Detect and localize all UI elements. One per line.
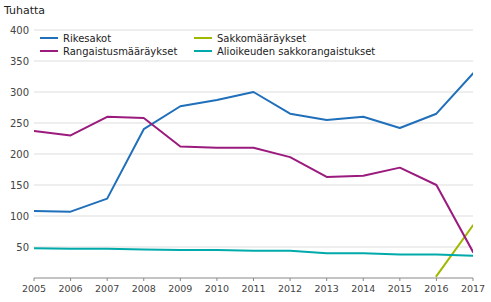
grid	[34, 30, 473, 247]
x-tick	[399, 278, 400, 281]
y-ticks: 50 100 150 200 250 300 350 400	[10, 25, 29, 253]
x-tick	[216, 278, 217, 281]
x-tick-label: 2009	[168, 283, 192, 294]
x-tick	[253, 278, 254, 281]
x-tick	[143, 278, 144, 281]
x-tick-label: 2015	[388, 283, 412, 294]
legend-swatch	[40, 50, 58, 52]
x-tick-label: 2007	[95, 283, 119, 294]
x-tick	[107, 278, 108, 281]
grid-line	[34, 123, 473, 124]
legend: Rikesakot Sakkomääräykset Rangaistusmääräy…	[40, 33, 375, 57]
series-line	[34, 73, 473, 211]
legend-label: Rangaistusmääräykset	[63, 46, 177, 57]
x-tick-label: 2017	[461, 283, 485, 294]
y-tick-label: 200	[10, 149, 29, 160]
grid-line	[34, 30, 473, 31]
y-tick-label: 400	[10, 25, 29, 36]
lines	[34, 73, 473, 276]
series-line	[34, 248, 473, 255]
series-line	[34, 117, 473, 252]
y-tick-label: 150	[10, 180, 29, 191]
x-tick-label: 2013	[315, 283, 339, 294]
series-line	[436, 225, 473, 276]
legend-label: Sakkomääräykset	[217, 33, 306, 44]
grid-line	[34, 61, 473, 62]
y-tick-label: 100	[10, 211, 29, 222]
x-tick-label: 2006	[58, 283, 82, 294]
x-tick	[34, 278, 35, 281]
grid-line	[34, 154, 473, 155]
legend-label: Rikesakot	[63, 33, 111, 44]
y-tick-label: 50	[16, 242, 29, 253]
x-tick-label: 2012	[278, 283, 302, 294]
x-tick	[363, 278, 364, 281]
x-tick-label: 2016	[424, 283, 448, 294]
x-tick-label: 2005	[22, 283, 46, 294]
x-tick-label: 2008	[132, 283, 156, 294]
y-axis-label: Tuhatta	[3, 4, 45, 17]
legend-swatch	[194, 37, 212, 39]
x-tick	[326, 278, 327, 281]
grid-line	[34, 185, 473, 186]
legend-swatch	[40, 37, 58, 39]
grid-line	[34, 216, 473, 217]
x-tick-label: 2010	[205, 283, 229, 294]
x-tick	[70, 278, 71, 281]
x-tick	[290, 278, 291, 281]
y-tick-label: 300	[10, 87, 29, 98]
y-tick-label: 350	[10, 56, 29, 67]
x-tick-label: 2014	[351, 283, 375, 294]
x-tick	[436, 278, 437, 281]
y-tick-label: 250	[10, 118, 29, 129]
x-ticks: 2005 2006 2007 2008 2009 2010 2011 2012 2013 2014…	[22, 278, 485, 294]
x-tick	[473, 278, 474, 281]
x-tick-label: 2011	[241, 283, 265, 294]
chart: 5010015020025030035040020052006200720082…	[0, 0, 491, 302]
grid-line	[34, 247, 473, 248]
legend-label: Alioikeuden sakkorangaistukset	[217, 46, 375, 57]
legend-swatch	[194, 50, 212, 52]
x-tick	[180, 278, 181, 281]
